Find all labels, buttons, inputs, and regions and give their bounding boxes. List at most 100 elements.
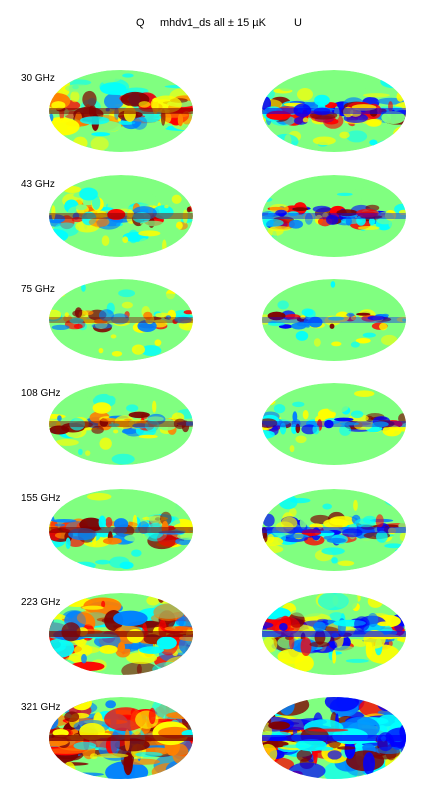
map-blob (61, 241, 88, 246)
map-blob (56, 700, 65, 717)
freq-label: 30 GHz (21, 73, 55, 84)
map-blob (62, 761, 76, 779)
map-blob (384, 493, 406, 507)
map-blob (288, 762, 326, 779)
map-blob (51, 205, 56, 220)
map-blob (51, 551, 58, 556)
map-blob (118, 289, 136, 298)
map-blob (186, 206, 192, 213)
map-blob (271, 388, 282, 395)
map-blob (138, 101, 151, 108)
map-blob (135, 751, 163, 758)
map-blob (104, 707, 147, 732)
map-blob (384, 543, 404, 549)
map-blob (376, 530, 388, 543)
map-blob (396, 91, 405, 102)
map-blob (327, 401, 349, 413)
galactic-plane-band (49, 421, 193, 427)
map-blob (329, 323, 335, 329)
map-blob (313, 338, 321, 347)
map-blob (354, 518, 376, 528)
map-blob (171, 194, 182, 204)
map-blob (49, 555, 64, 567)
map-blob (375, 514, 384, 528)
map-blob (126, 404, 139, 412)
map-blob (268, 721, 290, 730)
map-blob (85, 450, 91, 456)
map-blob (91, 132, 111, 137)
map-blob (354, 390, 375, 397)
q-map (49, 489, 193, 571)
map-blob (81, 283, 86, 292)
map-blob (79, 116, 110, 125)
map-blob (64, 84, 92, 93)
map-blob (262, 636, 278, 653)
map-blob (336, 209, 358, 217)
map-blob (312, 205, 331, 213)
map-blob (73, 136, 88, 150)
map-blob (296, 749, 312, 762)
map-blob (381, 111, 406, 125)
map-blob (337, 228, 356, 233)
map-blob (356, 490, 370, 496)
map-blob (138, 491, 143, 499)
map-blob (368, 217, 376, 226)
map-blob (113, 498, 124, 512)
map-blob (124, 534, 148, 542)
map-blob (73, 561, 96, 570)
map-blob (49, 602, 65, 609)
map-blob (355, 337, 371, 344)
map-blob (369, 139, 378, 146)
map-blob (128, 229, 139, 244)
map-blob (77, 448, 83, 455)
map-blob (181, 111, 193, 125)
map-blob (269, 226, 291, 232)
map-blob (325, 214, 339, 226)
map-blob (375, 211, 395, 225)
galactic-plane-band (49, 631, 193, 637)
map-blob (262, 740, 289, 748)
map-blob (49, 190, 52, 198)
map-blob (49, 214, 66, 224)
map-blob (172, 660, 193, 667)
map-blob (73, 323, 83, 329)
map-blob (350, 341, 360, 348)
map-blob (91, 323, 113, 329)
map-blob (64, 711, 80, 723)
map-blob (74, 644, 93, 657)
map-blob (308, 728, 349, 732)
map-blob (138, 434, 158, 439)
map-blob (49, 113, 54, 122)
map-blob (82, 605, 104, 610)
map-blob (165, 760, 193, 779)
map-blob (296, 88, 313, 101)
map-blob (277, 648, 306, 664)
map-blob (279, 422, 287, 435)
map-blob (336, 290, 353, 297)
map-blob (262, 743, 278, 764)
map-blob (103, 93, 124, 110)
map-blob (152, 400, 157, 413)
map-blob (275, 209, 288, 217)
map-blob (262, 418, 278, 428)
map-blob (49, 659, 66, 675)
map-blob (86, 393, 96, 400)
map-blob (165, 655, 193, 673)
map-blob (168, 661, 193, 673)
map-blob (339, 424, 352, 436)
map-blob (262, 513, 275, 527)
freq-label: 321 GHz (21, 702, 61, 713)
map-blob (51, 101, 66, 110)
map-blob (49, 135, 70, 152)
map-blob (159, 511, 172, 526)
map-blob (262, 197, 273, 202)
map-blob (271, 133, 299, 149)
map-blob (159, 112, 189, 118)
galactic-plane-band (262, 213, 406, 219)
map-blob (55, 593, 74, 607)
freq-label: 108 GHz (21, 388, 61, 399)
map-blob (117, 641, 126, 653)
map-blob (131, 115, 148, 130)
map-blob (76, 609, 111, 626)
map-blob (64, 493, 90, 508)
